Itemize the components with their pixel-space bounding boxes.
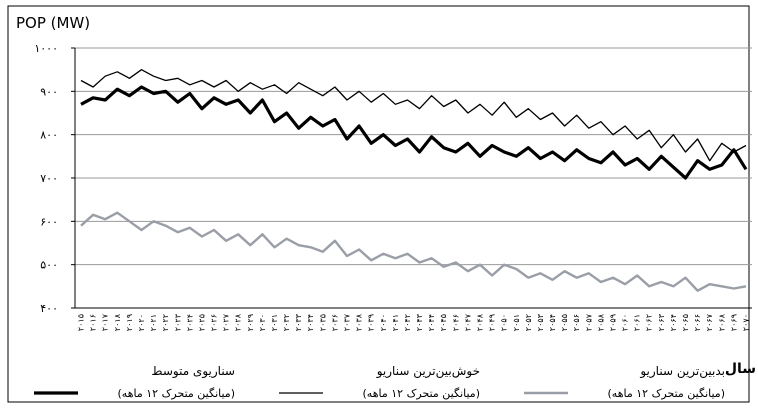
x-axis-title: سال [725, 361, 756, 377]
legend-label: سناریوی متوسط [151, 364, 235, 379]
x-tick-label: ۲۰۲۲ [161, 314, 170, 331]
x-tick-label: ۲۰۴۷ [463, 313, 472, 331]
x-tick-label: ۲۰۲۰ [137, 314, 146, 331]
x-tick-label: ۲۰۳۸ [355, 313, 364, 331]
x-tick-label: ۲۰۳۱ [270, 314, 279, 331]
x-tick-label: ۲۰۵۶ [572, 314, 581, 331]
x-tick-label: ۲۰۵۵ [560, 314, 569, 331]
x-tick-label: ۲۰۲۱ [149, 314, 158, 331]
line-series [80, 69, 747, 162]
x-tick-label: ۲۰۵۲ [524, 314, 533, 331]
x-tick-label: ۲۰۵۸ [596, 313, 605, 331]
x-tick-label: ۲۰۳۴ [306, 314, 315, 331]
x-tick-label: ۲۰۱۹ [125, 314, 134, 331]
x-tick-label: ۲۰۳۲ [282, 314, 291, 331]
y-tick-label: ۸۰۰ [40, 129, 58, 142]
x-tick-label: ۲۰۶۷ [705, 313, 714, 331]
x-tick-label: ۲۰۵۷ [584, 313, 593, 331]
x-tick-label: ۲۰۴۹ [488, 314, 497, 331]
x-tick-label: ۲۰۵۳ [536, 313, 545, 331]
x-tick-label: ۲۰۴۸ [475, 313, 484, 331]
x-tick-label: ۲۰۱۷ [101, 313, 110, 331]
x-tick-label: ۲۰۷۰ [741, 314, 750, 331]
legend-note: (میانگین متحرک ۱۲ ماهه) [118, 387, 236, 400]
legend-label: بدبین‌ترین سناریو [639, 364, 725, 379]
x-tick-label: ۲۰۱۵ [77, 314, 86, 331]
x-tick-label: ۲۰۲۹ [246, 314, 255, 331]
line-series [80, 211, 747, 292]
x-tick-label: ۲۰۲۸ [234, 313, 243, 331]
x-tick-label: ۲۰۶۲ [645, 314, 654, 331]
legend-note: (میانگین متحرک ۱۲ ماهه) [363, 387, 481, 400]
x-tick-label: ۲۰۴۲ [403, 314, 412, 331]
x-tick-label: ۲۰۴۳ [415, 313, 424, 331]
x-tick-label: ۲۰۱۶ [89, 314, 98, 331]
line-series [80, 85, 748, 180]
x-tick-label: ۲۰۲۷ [222, 313, 231, 331]
x-tick-label: ۲۰۳۹ [367, 314, 376, 331]
x-tick-label: ۲۰۲۶ [210, 314, 219, 331]
x-tick-label: ۲۰۴۴ [427, 314, 436, 331]
y-tick-label: ۵۰۰ [40, 259, 58, 272]
legend-note: (میانگین متحرک ۱۲ ماهه) [608, 387, 726, 400]
y-tick-label: ۹۰۰ [40, 85, 58, 98]
x-tick-label: ۲۰۳۵ [318, 314, 327, 331]
x-tick-label: ۲۰۳۶ [330, 314, 339, 331]
x-tick-label: ۲۰۳۷ [343, 313, 352, 331]
y-tick-label: ۱۰۰۰ [34, 42, 58, 55]
x-tick-label: ۲۰۵۹ [608, 314, 617, 331]
x-tick-label: ۲۰۵۴ [548, 314, 557, 331]
x-tick-label: ۲۰۳۰ [258, 314, 267, 331]
x-tick-label: ۲۰۶۱ [633, 314, 642, 331]
x-tick-label: ۲۰۶۴ [669, 314, 678, 331]
x-tick-label: ۲۰۵۱ [512, 314, 521, 331]
x-tick-label: ۲۰۵۰ [500, 314, 509, 331]
legend-label: خوش‌بین‌ترین سناریو [376, 364, 480, 379]
x-tick-label: ۲۰۶۸ [717, 313, 726, 331]
y-tick-label: ۶۰۰ [40, 215, 58, 228]
y-tick-label: ۴۰۰ [40, 302, 58, 315]
x-tick-label: ۲۰۶۹ [729, 314, 738, 331]
x-tick-label: ۲۰۴۵ [439, 314, 448, 331]
x-tick-label: ۲۰۳۳ [294, 313, 303, 331]
x-tick-label: ۲۰۱۸ [113, 313, 122, 331]
x-tick-label: ۲۰۶۳ [657, 313, 666, 331]
x-tick-label: ۲۰۶۰ [621, 314, 630, 331]
x-tick-label: ۲۰۶۵ [681, 314, 690, 331]
frame [7, 5, 750, 403]
x-tick-label: ۲۰۶۶ [693, 314, 702, 331]
y-axis-title: POP (MW) [16, 14, 90, 32]
x-tick-label: ۲۰۲۵ [197, 314, 206, 331]
x-tick-label: ۲۰۲۴ [185, 314, 194, 331]
x-tick-label: ۲۰۴۱ [391, 314, 400, 331]
x-tick-label: ۲۰۲۳ [173, 313, 182, 331]
x-tick-label: ۲۰۴۶ [451, 314, 460, 331]
x-tick-label: ۲۰۴۰ [379, 314, 388, 331]
y-tick-label: ۷۰۰ [40, 172, 58, 185]
